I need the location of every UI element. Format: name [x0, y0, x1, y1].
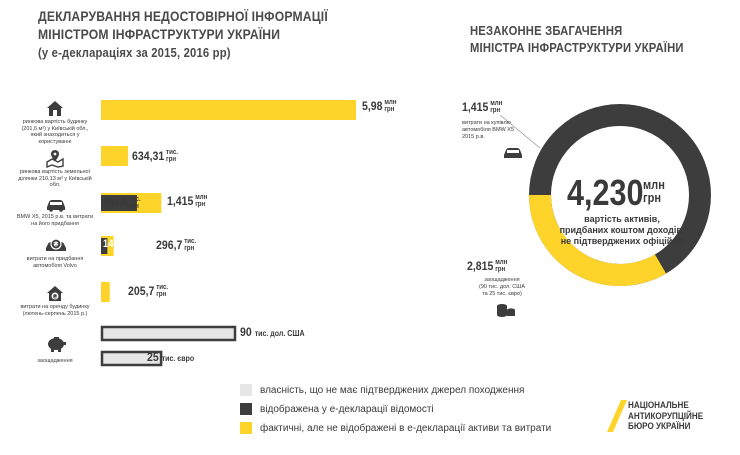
ring-desc-line2: придбаних коштом доходів,	[559, 225, 685, 235]
bar-label-savings-eur: 25 тис. євро	[147, 350, 195, 364]
bar-label-volvo: 296,7 тис. грн	[156, 238, 197, 252]
left-title-line3: (у е-декларацiях за 2015, 2016 рр)	[38, 46, 231, 60]
bar-label-land: 634,31 тис. грн	[132, 149, 179, 163]
bar-inner-label-bmw: 842,8 тис. грн	[104, 196, 141, 210]
ring-top-connector	[500, 114, 541, 149]
bar-undeclared-1	[101, 146, 129, 166]
ring-bottom-caption: заощадження (90 тис. дол. США та 25 тис.…	[479, 277, 525, 297]
left-title-line2: МІНІСТРОМ ІНФРАСТРУКТУРИ УКРАЇНИ	[38, 27, 281, 42]
ring-center-value: 4,230 млн грн	[567, 172, 669, 214]
row-caption-house: ринкова вартість будинку (201,6 м²) у Ки…	[21, 119, 89, 145]
left-title: ДЕКЛАРУВАННЯ НЕДОСТОВІРНОЇ ІНФОРМАЦІЇ МІ…	[38, 8, 328, 62]
ring-desc-line3: не підтверджених офіційно	[560, 236, 684, 246]
row-caption-land: ринкова вартість земельної ділянки 210,1…	[18, 169, 92, 188]
ring-description: вартість активів, придбаних коштом доход…	[552, 214, 692, 247]
right-title-line2: МІНІСТРА ІНФРАСТРУКТУРИ УКРАЇНИ	[470, 41, 684, 55]
legend-label-undeclared: фактичні, але не відображені в е-деклара…	[260, 422, 552, 434]
legend-label-declared: відображена у е-декларації відомості	[260, 403, 434, 415]
ring-big-unit: млн грн	[643, 177, 665, 205]
row-caption-bmw: BMW X5, 2015 р.в. та витрати на його при…	[16, 214, 94, 227]
map-pin-icon	[46, 150, 64, 168]
ring-desc-line1: вартість активів,	[584, 214, 660, 224]
bar-label-rent: 205,7 тис. грн	[128, 284, 169, 298]
legend-swatch-dark	[240, 403, 252, 415]
house-money-icon: ₴	[47, 286, 63, 301]
left-title-line1: ДЕКЛАРУВАННЯ НЕДОСТОВІРНОЇ ІНФОРМАЦІЇ	[38, 9, 328, 24]
bar-undeclared-0	[101, 100, 356, 120]
car-icon	[47, 200, 65, 212]
ring-big-value: 4,230	[567, 172, 644, 213]
bar-label-bmw: 1,415 млн грн	[167, 194, 208, 208]
right-title: НЕЗАКОННЕ ЗБАГАЧЕННЯ МІНІСТРА ІНФРАСТРУК…	[470, 23, 684, 57]
legend-item-unconfirmed: власність, що не має підтверджених джере…	[240, 383, 524, 397]
row-caption-rent: витрати на оренду будинку (лютень-серпен…	[20, 304, 90, 317]
ring-car-icon	[504, 148, 522, 158]
right-title-line1: НЕЗАКОННЕ ЗБАГАЧЕННЯ	[470, 24, 623, 38]
legend-item-undeclared: фактичні, але не відображені в е-деклара…	[240, 421, 551, 435]
bar-declared-3	[101, 238, 108, 254]
legend-label-unconfirmed: власність, що не має підтверджених джере…	[260, 384, 525, 396]
legend-swatch-yellow	[240, 422, 252, 434]
ring-segment-bmw	[529, 103, 711, 286]
row-caption-volvo: витрати на придбання автомобіля Volvo	[26, 256, 84, 269]
legend-item-declared: відображена у е-декларації відомості	[240, 402, 434, 416]
house-icon	[47, 101, 63, 116]
bar-undeclared-4	[101, 282, 110, 302]
svg-text:₴: ₴	[54, 242, 59, 249]
legend-swatch-light	[240, 384, 252, 396]
ring-bottom-value: 2,815 млн грн	[467, 259, 508, 273]
logo-line1: НАЦІОНАЛЬНЕ	[628, 400, 689, 410]
bar-declared-2	[101, 195, 137, 211]
ring-top-caption: витрати на купівлю автомобіля BMW X5 201…	[462, 120, 515, 140]
ring-top-value: 1,415 млн грн	[462, 100, 503, 114]
piggy-bank-icon	[48, 337, 66, 352]
coins-icon	[497, 304, 515, 317]
logo-line2: АНТИКОРУПЦІЙНЕ	[628, 410, 704, 421]
nabu-logo-text: НАЦІОНАЛЬНЕ АНТИКОРУПЦІЙНЕ БЮРО УКРАЇНИ	[628, 400, 703, 432]
bar-label-savings-usd: 90 тис. дол. США	[240, 325, 305, 339]
bar-savings-eur	[100, 350, 163, 367]
ring-chart	[529, 103, 711, 286]
row-caption-savings: заощадження	[37, 358, 73, 364]
svg-text:₴: ₴	[53, 294, 57, 300]
car-money-icon: ₴	[46, 238, 66, 251]
bar-label-house: 5,98 млн грн	[362, 99, 397, 113]
nabu-logo-icon	[607, 400, 627, 432]
bar-savings-usd	[100, 325, 237, 342]
bar-inner-label-volvo: 149 тис. грн	[103, 238, 132, 252]
logo-line3: БЮРО УКРАЇНИ	[628, 421, 691, 431]
